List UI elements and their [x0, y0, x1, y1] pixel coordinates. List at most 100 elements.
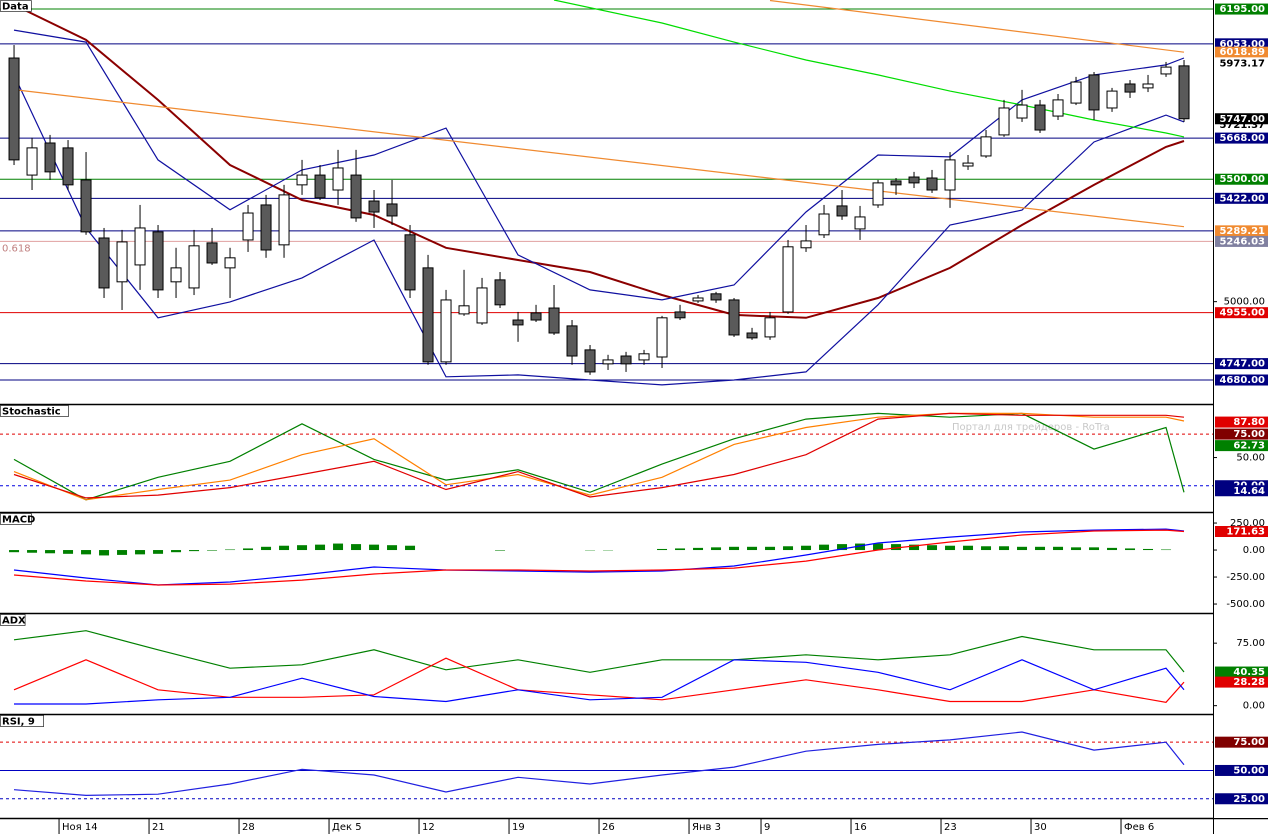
candle-body [746, 332, 758, 339]
histogram-bar [243, 548, 254, 551]
price-label-box [1215, 736, 1268, 748]
candle-body [764, 317, 776, 338]
histogram-bar [711, 547, 722, 551]
x-tick-label: 23 [944, 822, 957, 833]
candle-body [368, 200, 380, 213]
candle-body [26, 147, 38, 176]
histogram-bar [225, 549, 236, 551]
price-label-box [1215, 374, 1268, 386]
candle-body [1052, 99, 1064, 117]
candle-body [8, 57, 20, 161]
candle-body [800, 240, 812, 249]
price-label: 75.00 [1233, 429, 1265, 440]
histogram-bar [873, 543, 884, 551]
price-label: 40.35 [1233, 667, 1265, 678]
histogram-bar [117, 550, 128, 555]
candle-body [62, 147, 74, 186]
candle-body [1142, 83, 1154, 89]
price-label: 25.00 [1233, 794, 1265, 805]
histogram-bar [783, 546, 794, 551]
candle-body [1178, 65, 1190, 120]
histogram-bar [855, 543, 866, 551]
candle-body [44, 142, 56, 173]
indicator-line [553, 0, 1185, 138]
panel-title: RSI, 9 [2, 717, 35, 728]
indicator-line [13, 529, 1185, 586]
histogram-bar [135, 550, 146, 555]
y-tick-label: 75.00 [1236, 638, 1265, 649]
y-tick-label: 0.00 [1243, 545, 1265, 556]
panel-title-box [0, 0, 32, 12]
candle-body [1070, 81, 1082, 104]
histogram-bar [693, 547, 704, 551]
x-tick-label: Янв 3 [692, 822, 721, 833]
x-tick-label: 9 [764, 822, 770, 833]
y-tick-label: 50.00 [1236, 453, 1265, 464]
panel-title: MACD [2, 515, 35, 526]
candle-body [314, 174, 326, 199]
price-label: 6053.00 [1219, 39, 1265, 50]
price-label-box [1215, 132, 1268, 144]
histogram-bar [927, 545, 938, 551]
price-label-box [1215, 440, 1268, 452]
candle-body [908, 176, 920, 184]
price-label-box [1215, 485, 1268, 497]
price-label-box [1215, 46, 1268, 58]
price-label: 87.80 [1233, 417, 1265, 428]
histogram-bar [1143, 548, 1154, 551]
price-label: 5721.37 [1219, 120, 1265, 131]
histogram-bar [99, 550, 110, 556]
price-label-box [1215, 676, 1268, 688]
candle-body [890, 180, 902, 186]
histogram-bar [1071, 547, 1082, 551]
price-label: 5500.00 [1219, 174, 1265, 185]
watermark: Портал для трейдеров - RoTra [952, 422, 1110, 433]
candle-body [962, 162, 974, 167]
price-label: 5289.21 [1219, 226, 1265, 237]
histogram-bar [999, 546, 1010, 551]
histogram-bar [495, 550, 506, 551]
price-label: 5246.03 [1219, 236, 1265, 247]
histogram-bar [945, 545, 956, 551]
candle-body [224, 257, 236, 269]
histogram-bar [1035, 546, 1046, 551]
x-tick-label: Дек 5 [332, 822, 362, 833]
price-label-box [1215, 235, 1268, 247]
histogram-bar [801, 545, 812, 551]
histogram-bar [63, 550, 74, 554]
y-tick-label: -500.00 [1226, 599, 1265, 610]
panel-title: Data [2, 2, 29, 13]
histogram-bar [1053, 546, 1064, 551]
histogram-bar [891, 544, 902, 551]
price-label-box [1215, 358, 1268, 370]
histogram-bar [837, 544, 848, 551]
candle-body [656, 317, 668, 358]
histogram-bar [171, 550, 182, 553]
price-label: 6195.00 [1219, 4, 1265, 15]
histogram-bar [9, 550, 20, 553]
panel-title-box [0, 614, 26, 626]
histogram-bar [189, 550, 200, 552]
candle-body [332, 167, 344, 191]
x-tick-label: 12 [422, 822, 435, 833]
candle-body [692, 297, 704, 302]
candle-body [116, 241, 128, 283]
price-label-box [1215, 3, 1268, 15]
price-label-box [1215, 307, 1268, 319]
candle-body [1106, 90, 1118, 109]
price-label-box [1214, 57, 1268, 70]
candle-body [980, 136, 992, 157]
indicator-line [13, 412, 1185, 501]
indicator-line [14, 659, 1185, 705]
histogram-bar [1107, 547, 1118, 551]
histogram-bar [1089, 547, 1100, 551]
price-label: 4747.00 [1219, 359, 1265, 370]
price-label: 5422.00 [1219, 193, 1265, 204]
candle-body [548, 307, 560, 334]
histogram-bar [207, 550, 218, 551]
candle-body [782, 246, 794, 313]
histogram-bar [45, 550, 56, 554]
candle-body [818, 213, 830, 236]
